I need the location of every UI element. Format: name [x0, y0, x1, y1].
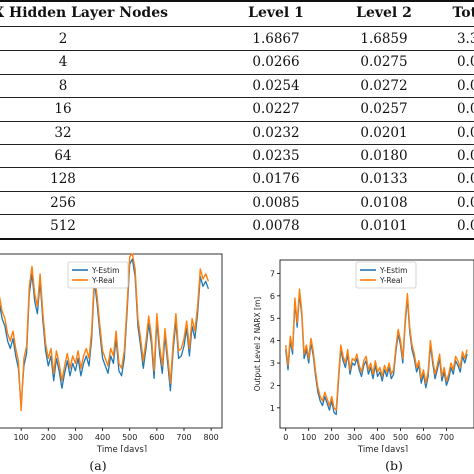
plot-frame [0, 253, 223, 429]
row-level1-cell: 1.6867 [252, 31, 300, 47]
chart-b-svg: 0 100 200 300 400 500 600 700 1 2 3 4 5 6 7 Time [days]… [253, 259, 474, 455]
row-level1-cell: 0.0227 [252, 101, 300, 118]
x-tick-label: 800 [204, 433, 219, 442]
x-tick-label: 500 [393, 433, 408, 442]
row-level2-cell: 0.0180 [360, 148, 408, 164]
x-tick-label: 500 [122, 433, 137, 442]
header-hidden-layer-nodes: NARX Hidden Layer Nodes [0, 5, 169, 21]
row-level2-cell: 0.0275 [360, 54, 408, 71]
row-rule [0, 97, 474, 98]
row-rule [0, 144, 474, 145]
plot-frame [279, 259, 474, 429]
row-level1-cell: 0.0176 [252, 171, 300, 188]
caption-a: (a) [89, 458, 107, 473]
row-nodes-cell: 8 [58, 77, 68, 94]
row-level1-cell: 0.0232 [252, 124, 300, 141]
legend-label: Y-Estim [379, 266, 407, 275]
series-line-y-real [0, 253, 210, 412]
row-nodes-cell: 128 [50, 171, 76, 188]
row-level2-cell: 0.0257 [360, 101, 408, 118]
row-level2-cell: 0.0101 [360, 218, 408, 235]
figure-b: 0 100 200 300 400 500 600 700 1 2 3 4 5 6 7 Time [days]… [246, 252, 474, 455]
caption-b: (b) [385, 458, 403, 473]
y-tick-label: 4 [270, 337, 275, 346]
legend-label: Y-Estim [91, 266, 119, 275]
row-total-cell: 0.04 [456, 124, 474, 141]
row-nodes-cell: 16 [54, 101, 72, 118]
chart-a-svg: 0100200300400500600700800Time [days]Y-Es… [0, 253, 223, 455]
x-tick-label: 200 [324, 433, 339, 442]
x-tick-label: 600 [416, 433, 431, 442]
x-tick-label: 300 [68, 433, 83, 442]
row-level1-cell: 0.0085 [252, 194, 300, 211]
row-total-cell: 0.01 [456, 194, 474, 211]
header-level-2: Level 2 [356, 5, 412, 21]
x-tick-label: 200 [41, 433, 56, 442]
y-tick-label: 1 [270, 404, 275, 413]
row-level2-cell: 1.6859 [360, 31, 408, 47]
results-table: NARX Hidden Layer Nodes Level 1 Level 2 … [0, 0, 474, 240]
y-axis-label: Output Level 2 NARX [m] [253, 297, 262, 391]
row-rule [0, 74, 474, 75]
row-level1-cell: 0.0078 [252, 218, 300, 235]
row-total-cell: 0.01 [456, 218, 474, 235]
x-tick-label: 100 [301, 433, 316, 442]
x-tick-label: 100 [14, 433, 29, 442]
x-tick-label: 700 [176, 433, 191, 442]
header-total: Total [452, 5, 474, 21]
row-level1-cell: 0.0235 [252, 148, 300, 164]
row-rule [0, 191, 474, 192]
row-total-cell: 3.37 [456, 31, 474, 47]
y-tick-label: 2 [270, 381, 275, 390]
row-total-cell: 0.03 [456, 171, 474, 188]
row-nodes-cell: 64 [54, 148, 72, 164]
row-level1-cell: 0.0266 [252, 54, 300, 71]
x-tick-label: 400 [95, 433, 110, 442]
row-level2-cell: 0.0133 [360, 171, 408, 188]
row-total-cell: 0.05 [456, 54, 474, 71]
row-rule [0, 214, 474, 215]
row-nodes-cell: 4 [58, 54, 68, 71]
row-level1-cell: 0.0254 [252, 77, 300, 94]
row-total-cell: 0.04 [456, 148, 474, 164]
x-tick-label: 700 [439, 433, 454, 442]
row-nodes-cell: 32 [54, 124, 72, 141]
y-tick-label: 7 [270, 269, 275, 278]
row-total-cell: 0.04 [456, 101, 474, 118]
header-level-1: Level 1 [248, 5, 304, 21]
row-rule [0, 50, 474, 51]
row-nodes-cell: 512 [50, 218, 76, 235]
x-axis-label: Time [days] [96, 445, 147, 452]
legend-box [67, 261, 129, 289]
row-rule [0, 167, 474, 168]
series-line-y-real [285, 288, 468, 411]
y-tick-label: 5 [270, 314, 275, 323]
x-tick-label: 400 [370, 433, 385, 442]
row-level2-cell: 0.0272 [360, 77, 408, 94]
row-level2-cell: 0.0108 [360, 194, 408, 211]
x-tick-label: 600 [149, 433, 164, 442]
y-tick-label: 3 [270, 359, 275, 368]
legend-label: Y-Real [379, 276, 403, 285]
row-level2-cell: 0.0201 [360, 124, 408, 141]
legend-box [355, 261, 417, 289]
y-tick-label: 6 [270, 292, 275, 301]
legend-label: Y-Real [91, 276, 115, 285]
x-tick-label: 300 [347, 433, 362, 442]
table-top-rule [0, 0, 474, 2]
row-nodes-cell: 2 [58, 31, 68, 47]
table-bottom-rule [0, 238, 474, 240]
row-total-cell: 0.05 [456, 77, 474, 94]
row-rule [0, 121, 474, 122]
x-axis-label: Time [days] [357, 445, 408, 452]
header-rule [0, 26, 474, 27]
x-tick-label: 0 [283, 433, 288, 442]
figure-a: 0100200300400500600700800Time [days]Y-Es… [0, 252, 226, 455]
row-nodes-cell: 256 [50, 194, 76, 211]
